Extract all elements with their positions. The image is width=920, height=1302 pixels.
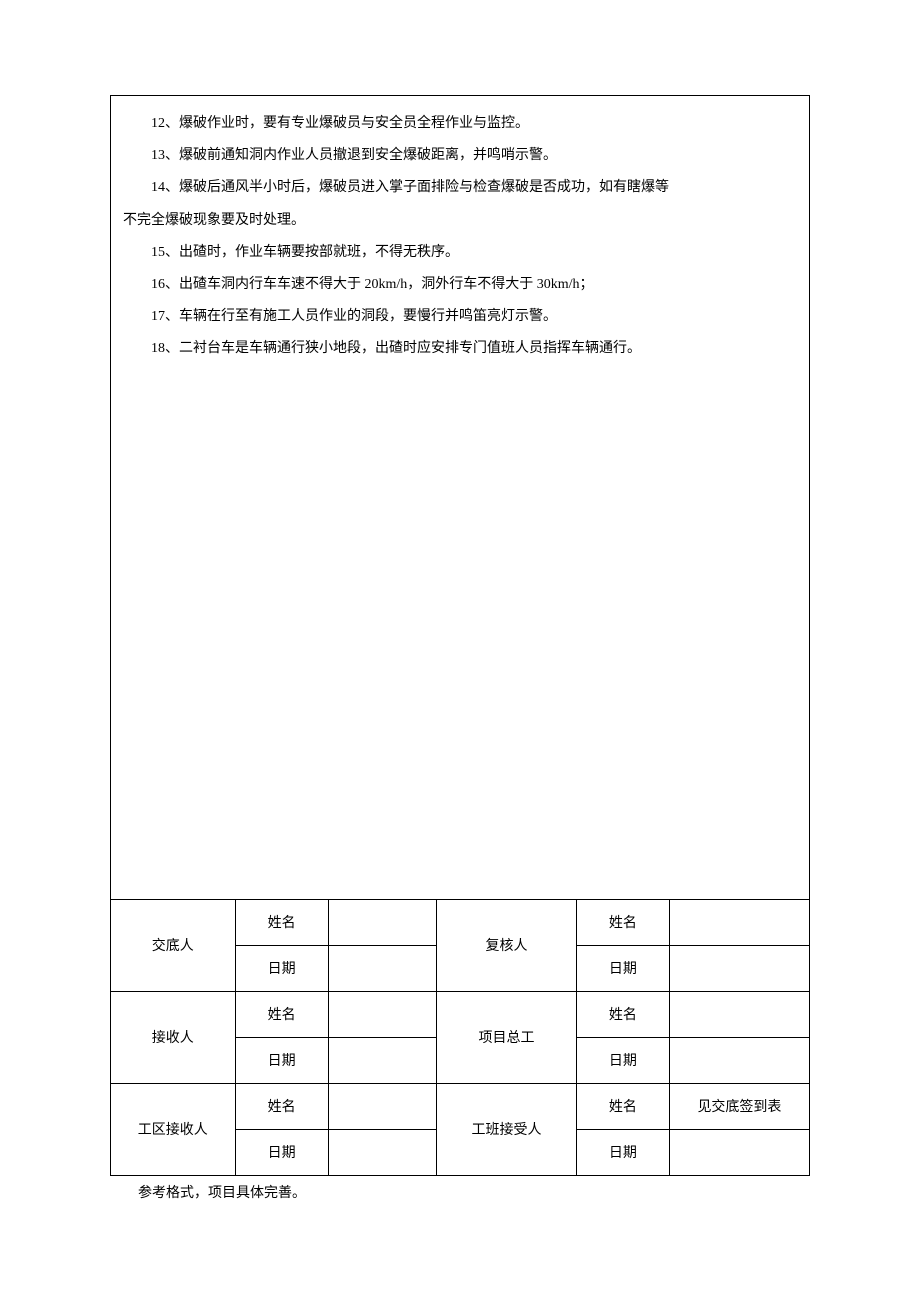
content-line: 17、车辆在行至有施工人员作业的洞段，要慢行并鸣笛亮灯示警。: [123, 301, 797, 333]
role-cell: 工区接收人: [111, 1083, 235, 1175]
value-cell: [328, 991, 437, 1037]
label-cell: 姓名: [576, 899, 669, 945]
table-row: 接收人 姓名 项目总工 姓名: [111, 991, 809, 1037]
label-cell: 姓名: [235, 991, 328, 1037]
footer-note: 参考格式，项目具体完善。: [110, 1176, 810, 1202]
value-cell: [328, 1037, 437, 1083]
value-cell: [328, 1129, 437, 1175]
value-cell: [669, 991, 809, 1037]
content-line: 14、爆破后通风半小时后，爆破员进入掌子面排险与检查爆破是否成功，如有瞎爆等: [123, 172, 797, 204]
label-cell: 姓名: [576, 1083, 669, 1129]
value-cell: 见交底签到表: [669, 1083, 809, 1129]
content-line: 不完全爆破现象要及时处理。: [123, 205, 797, 237]
content-box: 12、爆破作业时，要有专业爆破员与安全员全程作业与监控。 13、爆破前通知洞内作…: [110, 95, 810, 1176]
label-cell: 姓名: [235, 899, 328, 945]
role-cell: 复核人: [437, 899, 577, 991]
role-cell: 交底人: [111, 899, 235, 991]
value-cell: [328, 945, 437, 991]
content-line: 13、爆破前通知洞内作业人员撤退到安全爆破距离，并鸣哨示警。: [123, 140, 797, 172]
label-cell: 日期: [576, 945, 669, 991]
content-line: 15、出碴时，作业车辆要按部就班，不得无秩序。: [123, 237, 797, 269]
value-cell: [328, 899, 437, 945]
value-cell: [669, 899, 809, 945]
value-cell: [669, 1037, 809, 1083]
signature-table: 交底人 姓名 复核人 姓名 日期 日期 接收人 姓名 项目总工 姓名: [111, 899, 809, 1176]
page-container: 12、爆破作业时，要有专业爆破员与安全员全程作业与监控。 13、爆破前通知洞内作…: [0, 0, 920, 1302]
label-cell: 日期: [235, 945, 328, 991]
table-row: 交底人 姓名 复核人 姓名: [111, 899, 809, 945]
label-cell: 姓名: [235, 1083, 328, 1129]
label-cell: 日期: [235, 1129, 328, 1175]
value-cell: [669, 1129, 809, 1175]
content-line: 16、出碴车洞内行车车速不得大于 20km/h，洞外行车不得大于 30km/h；: [123, 269, 797, 301]
content-line: 18、二衬台车是车辆通行狭小地段，出碴时应安排专门值班人员指挥车辆通行。: [123, 333, 797, 365]
label-cell: 日期: [576, 1037, 669, 1083]
role-cell: 工班接受人: [437, 1083, 577, 1175]
label-cell: 姓名: [576, 991, 669, 1037]
role-cell: 接收人: [111, 991, 235, 1083]
text-content: 12、爆破作业时，要有专业爆破员与安全员全程作业与监控。 13、爆破前通知洞内作…: [111, 96, 809, 899]
content-line: 12、爆破作业时，要有专业爆破员与安全员全程作业与监控。: [123, 108, 797, 140]
label-cell: 日期: [576, 1129, 669, 1175]
value-cell: [328, 1083, 437, 1129]
role-cell: 项目总工: [437, 991, 577, 1083]
value-cell: [669, 945, 809, 991]
label-cell: 日期: [235, 1037, 328, 1083]
table-row: 工区接收人 姓名 工班接受人 姓名 见交底签到表: [111, 1083, 809, 1129]
